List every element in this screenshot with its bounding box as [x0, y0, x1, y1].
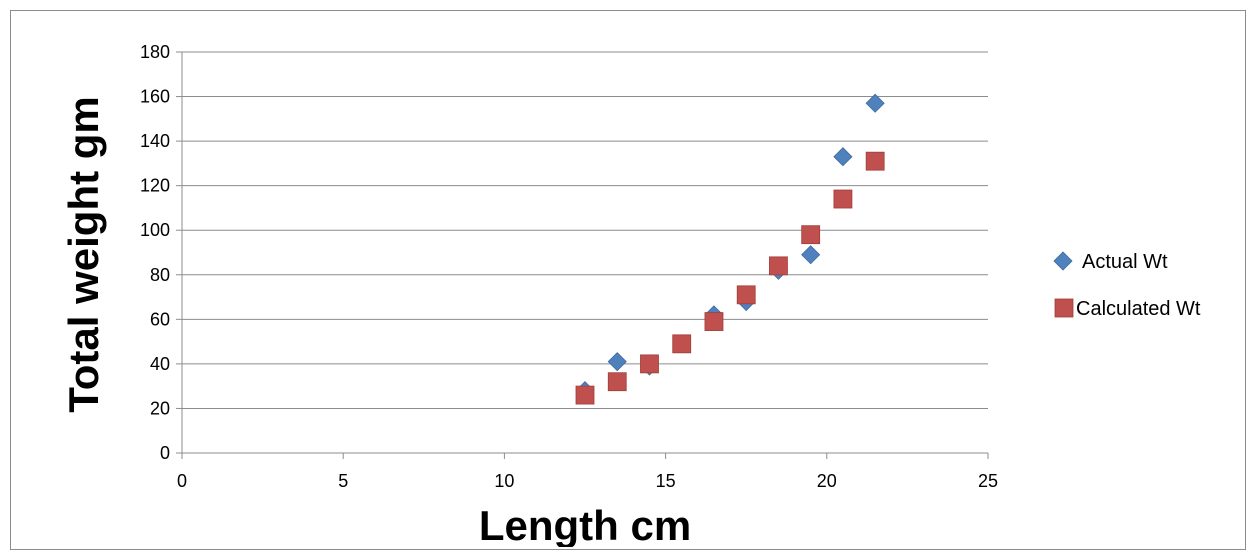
calculated-wt-point: [607, 372, 627, 392]
y-axis-title: Total weight gm: [60, 96, 107, 413]
calculated-wt-point: [704, 312, 724, 331]
calculated-wt-point: [833, 189, 853, 209]
calculated-wt-point: [801, 225, 821, 245]
series-actual-wt: [575, 93, 885, 401]
data-points: [575, 93, 885, 405]
actual-wt-point: [865, 93, 885, 113]
y-tick-label: 20: [150, 398, 170, 418]
calculated-wt-point: [736, 285, 756, 305]
legend-marker-calculated-wt: [1054, 298, 1074, 318]
actual-wt-point: [833, 147, 853, 167]
y-tick-label: 40: [150, 354, 170, 374]
x-tick-label: 5: [338, 471, 348, 491]
calculated-wt-point: [865, 151, 885, 171]
y-tick-label: 160: [140, 87, 170, 107]
legend-label: Calculated Wt: [1076, 298, 1201, 320]
y-tick-label: 80: [150, 265, 170, 285]
y-tick-label: 60: [150, 309, 170, 329]
calculated-wt-point: [769, 256, 788, 276]
legend-label: Actual Wt: [1082, 251, 1168, 273]
calculated-wt-point: [640, 354, 659, 374]
y-tick-label: 140: [140, 131, 170, 151]
y-tick-label: 180: [140, 42, 170, 62]
x-tick-label: 25: [978, 471, 998, 491]
x-tick-label: 0: [177, 471, 187, 491]
x-axis-title: Length cm: [479, 502, 691, 547]
y-tick-label: 120: [140, 176, 170, 196]
tick-labels: 0 20 40 60 80 100 120 140 160 180 0 5 10 15 20 25: [140, 42, 998, 491]
calculated-wt-point: [672, 334, 692, 354]
axes: [176, 51, 989, 459]
actual-wt-point: [801, 245, 821, 265]
y-tick-label: 100: [140, 220, 170, 240]
x-tick-label: 20: [817, 471, 837, 491]
calculated-wt-point: [575, 385, 595, 405]
chart-frame: [10, 10, 1246, 550]
y-tick-label: 0: [160, 443, 170, 463]
gridlines: [182, 51, 988, 409]
legend-marker-actual-wt: [1053, 251, 1073, 271]
x-tick-label: 10: [494, 471, 514, 491]
legend: Actual Wt Calculated Wt: [1053, 251, 1201, 320]
x-tick-label: 15: [656, 471, 676, 491]
actual-wt-point: [607, 352, 627, 372]
series-calculated-wt: [575, 151, 885, 405]
